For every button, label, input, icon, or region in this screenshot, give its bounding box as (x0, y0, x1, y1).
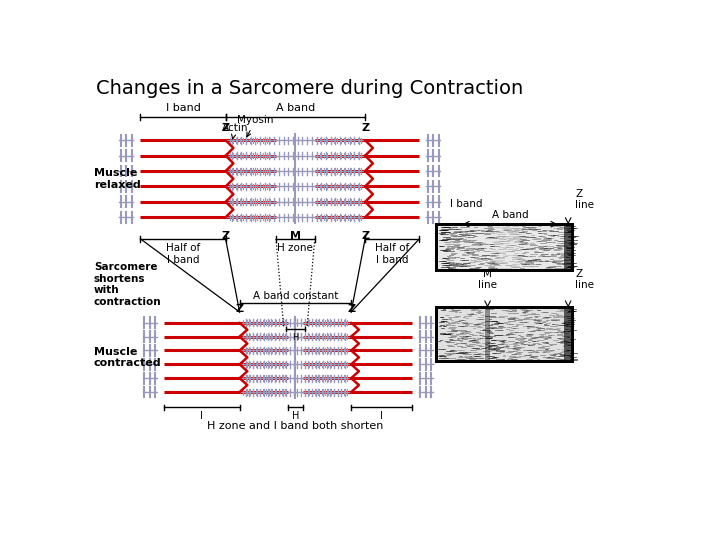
Text: Changes in a Sarcomere during Contraction: Changes in a Sarcomere during Contractio… (96, 79, 523, 98)
Bar (436, 224, 572, 271)
Text: H: H (292, 333, 299, 342)
Text: I band: I band (166, 103, 200, 113)
Text: Z: Z (222, 231, 230, 241)
Text: Z: Z (235, 303, 243, 314)
Bar (485, 307, 490, 361)
Text: Z: Z (222, 123, 230, 132)
Text: H zone: H zone (277, 244, 313, 253)
Bar (564, 307, 572, 361)
Text: Sarcomere
shortens
with
contraction: Sarcomere shortens with contraction (94, 262, 161, 307)
Text: Z: Z (361, 123, 369, 132)
Text: I: I (380, 411, 383, 421)
Bar (564, 224, 572, 271)
Text: H: H (292, 411, 299, 421)
Text: I: I (200, 411, 203, 421)
Text: Half of
I band: Half of I band (375, 244, 410, 265)
Text: Z: Z (347, 303, 355, 314)
Text: Z
line: Z line (575, 269, 594, 291)
Text: A band: A band (276, 103, 315, 113)
Text: Muscle
contracted: Muscle contracted (94, 347, 161, 368)
Text: Z
line: Z line (575, 189, 594, 211)
Text: H zone and I band both shorten: H zone and I band both shorten (207, 421, 384, 431)
Text: A band: A band (492, 210, 528, 220)
Text: I band: I band (451, 199, 483, 209)
Text: Actin: Actin (222, 123, 248, 139)
Text: M: M (290, 231, 301, 241)
Text: A band constant: A band constant (253, 291, 338, 301)
Text: Myosin: Myosin (238, 116, 274, 137)
Bar (436, 307, 572, 361)
Text: Half of
I band: Half of I band (166, 244, 200, 265)
Text: Z: Z (361, 231, 369, 241)
Text: M
line: M line (478, 269, 497, 291)
Text: Muscle
relaxed: Muscle relaxed (94, 168, 140, 190)
